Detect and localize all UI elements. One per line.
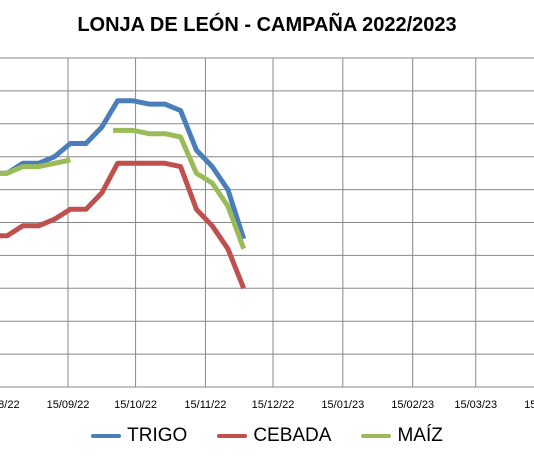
x-tick-label: 15/12/22 xyxy=(252,399,295,411)
legend-swatch-maiz xyxy=(361,434,392,438)
x-tick-label: 15/04/23 xyxy=(524,399,534,411)
legend-item-maiz: MAÍZ xyxy=(361,425,443,447)
legend-item-trigo: TRIGO xyxy=(91,425,187,447)
x-tick-label: 15/01/23 xyxy=(321,399,364,411)
legend-label-cebada: CEBADA xyxy=(253,425,332,446)
x-tick-label: 15/09/22 xyxy=(47,399,90,411)
x-tick-label: 15/03/23 xyxy=(454,399,497,411)
legend-label-maiz: MAÍZ xyxy=(397,425,443,446)
x-tick-label: 15/02/23 xyxy=(391,399,434,411)
legend-swatch-trigo xyxy=(91,434,122,438)
series-line-maz-0 xyxy=(0,157,71,176)
chart-title: LONJA DE LEÓN - CAMPAÑA 2022/2023 xyxy=(77,14,457,36)
legend-label-trigo: TRIGO xyxy=(127,425,188,446)
series-line-cebada xyxy=(0,160,247,290)
x-tick-label: 15/08/22 xyxy=(0,399,20,411)
series-line-trigo xyxy=(0,98,247,240)
legend-swatch-cebada xyxy=(217,434,248,438)
x-tick-label: 15/11/22 xyxy=(184,399,226,411)
x-tick-label: 15/10/22 xyxy=(114,399,157,411)
legend-item-cebada: CEBADA xyxy=(217,425,331,447)
series-line-maz-1 xyxy=(113,127,247,250)
legend: TRIGO CEBADA MAÍZ xyxy=(0,425,534,447)
